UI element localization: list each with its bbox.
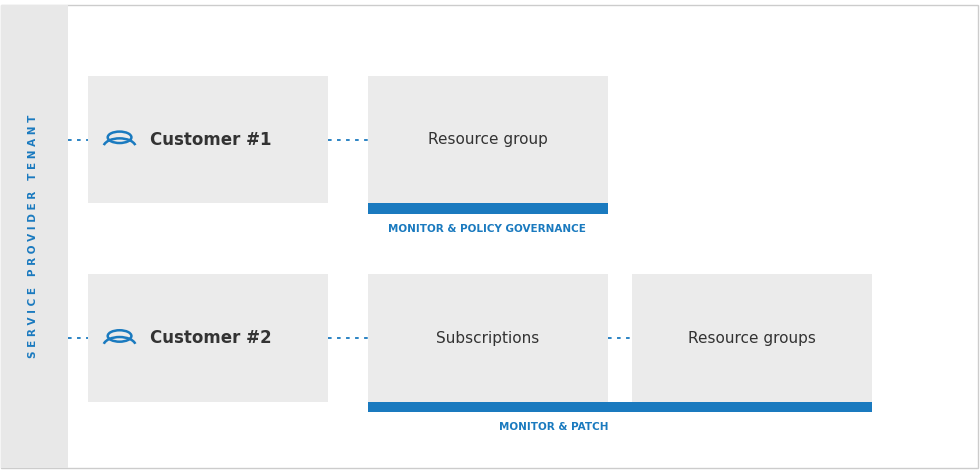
FancyBboxPatch shape — [88, 274, 328, 402]
Text: Customer #2: Customer #2 — [150, 329, 271, 347]
Text: MONITOR & POLICY GOVERNANCE: MONITOR & POLICY GOVERNANCE — [388, 224, 586, 235]
Text: Subscriptions: Subscriptions — [436, 331, 539, 346]
Text: Customer #1: Customer #1 — [150, 131, 271, 149]
Text: MONITOR & PATCH: MONITOR & PATCH — [499, 421, 609, 432]
FancyBboxPatch shape — [632, 274, 872, 402]
FancyBboxPatch shape — [368, 274, 608, 402]
Text: Resource group: Resource group — [427, 132, 548, 147]
Text: Resource groups: Resource groups — [688, 331, 816, 346]
FancyBboxPatch shape — [368, 402, 872, 412]
FancyBboxPatch shape — [368, 203, 608, 214]
FancyBboxPatch shape — [88, 76, 328, 203]
Text: S E R V I C E   P R O V I D E R   T E N A N T: S E R V I C E P R O V I D E R T E N A N … — [28, 115, 38, 358]
FancyBboxPatch shape — [368, 76, 608, 203]
FancyBboxPatch shape — [1, 5, 68, 468]
